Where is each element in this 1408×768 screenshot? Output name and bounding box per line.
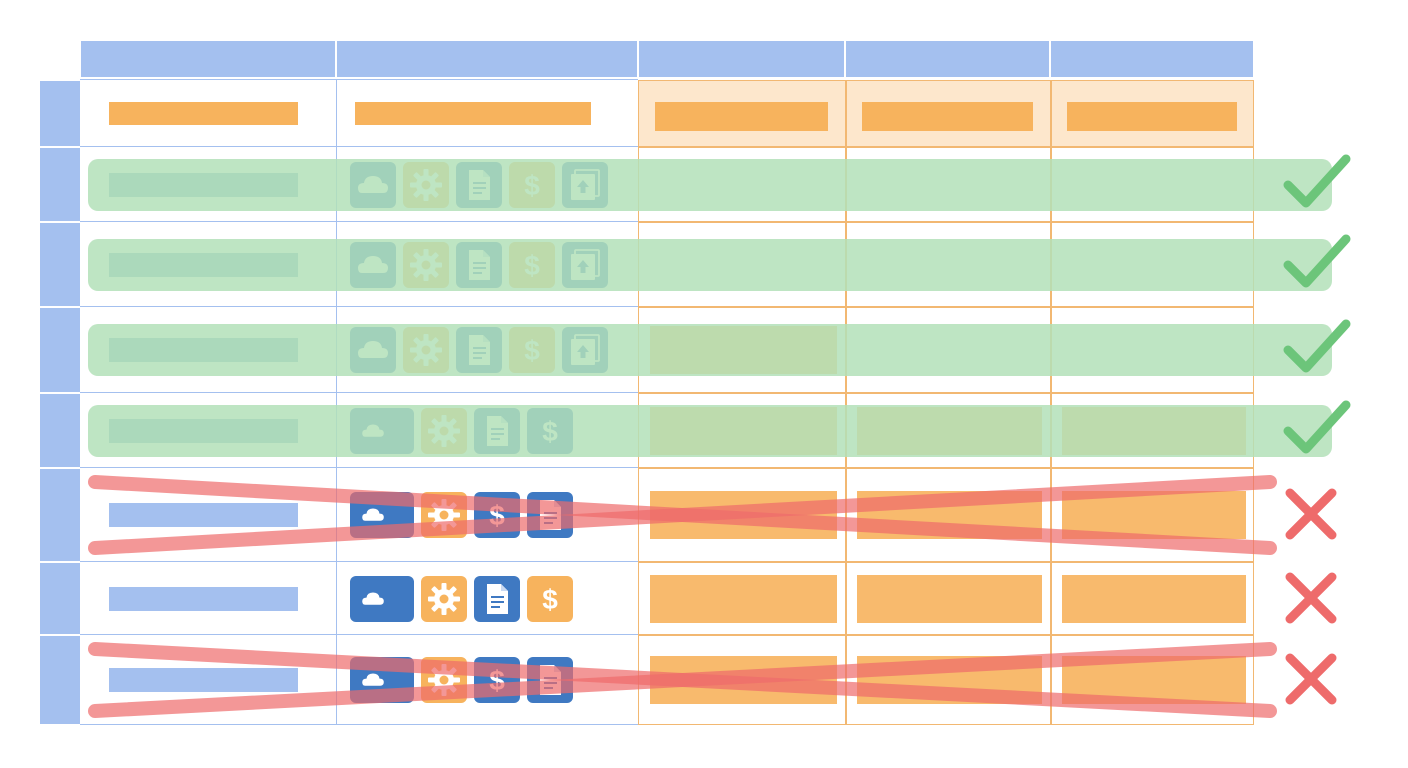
grid-line-horizontal xyxy=(80,561,638,562)
cloud-icon xyxy=(350,492,414,538)
cloud-icon xyxy=(350,657,414,703)
row-label-strip xyxy=(40,308,80,392)
header-cell xyxy=(1051,41,1253,77)
gear-icon xyxy=(421,407,467,454)
header-cell xyxy=(846,41,1049,77)
grid-line-horizontal xyxy=(80,146,638,147)
svg-text:$: $ xyxy=(542,584,558,615)
cross-icon xyxy=(1285,572,1337,623)
header-label-placeholder xyxy=(1067,102,1237,131)
cloud-icon xyxy=(350,575,414,622)
document-icon xyxy=(527,657,573,703)
grid-line-horizontal xyxy=(80,221,638,222)
gear-icon xyxy=(403,241,449,288)
upload-icon xyxy=(562,327,608,373)
highlight-grid-line-horizontal xyxy=(638,146,1254,148)
check-icon xyxy=(1283,234,1351,287)
highlight-grid-line-horizontal xyxy=(638,634,1254,636)
row-label-strip xyxy=(40,81,80,146)
highlight-grid-line-vertical xyxy=(1050,80,1052,725)
cloud-icon xyxy=(350,161,396,208)
row-label-placeholder xyxy=(109,586,298,611)
document-icon xyxy=(456,327,502,373)
svg-text:$: $ xyxy=(524,335,540,366)
document-icon xyxy=(456,241,502,288)
document-icon xyxy=(527,492,573,538)
gear-icon xyxy=(403,161,449,208)
header-label-placeholder xyxy=(655,102,828,131)
highlight-grid-line-horizontal xyxy=(638,306,1254,308)
cross-icon xyxy=(1285,488,1337,540)
dollar-icon: $ xyxy=(474,492,520,538)
grid-line-horizontal xyxy=(80,392,638,393)
highlight-grid-line-horizontal xyxy=(638,561,1254,563)
header-cell xyxy=(81,41,335,77)
header-label-placeholder xyxy=(862,102,1033,131)
document-icon xyxy=(474,407,520,454)
header-cell xyxy=(639,41,844,77)
grid-line-horizontal xyxy=(80,634,638,635)
svg-text:$: $ xyxy=(542,416,558,447)
upload-icon xyxy=(562,241,608,288)
header-label-placeholder xyxy=(109,102,298,125)
highlight-grid-line-horizontal xyxy=(638,221,1254,223)
gear-icon xyxy=(421,575,467,622)
row-label-placeholder xyxy=(109,172,298,197)
gear-icon xyxy=(421,657,467,703)
row-label-placeholder xyxy=(109,252,298,277)
row-label-strip xyxy=(40,148,80,221)
dollar-icon: $ xyxy=(474,657,520,703)
row-label-strip xyxy=(40,636,80,724)
cross-icon xyxy=(1285,653,1337,705)
dollar-icon: $ xyxy=(527,407,573,454)
upload-icon xyxy=(562,161,608,208)
highlighted-columns-frame xyxy=(638,80,1254,725)
check-icon xyxy=(1283,319,1351,373)
check-icon xyxy=(1283,154,1351,207)
svg-text:$: $ xyxy=(489,665,505,696)
dollar-icon: $ xyxy=(509,327,555,373)
svg-text:$: $ xyxy=(524,250,540,281)
svg-text:$: $ xyxy=(489,500,505,531)
row-label-placeholder xyxy=(109,338,298,362)
cloud-icon xyxy=(350,407,414,454)
grid-line-horizontal xyxy=(80,467,638,468)
document-icon xyxy=(456,161,502,208)
svg-text:$: $ xyxy=(524,170,540,201)
header-cell xyxy=(337,41,637,77)
row-label-strip xyxy=(40,394,80,467)
grid-line-horizontal xyxy=(80,724,638,725)
grid-line-horizontal xyxy=(80,306,638,307)
highlight-grid-line-horizontal xyxy=(638,467,1254,469)
dollar-icon: $ xyxy=(509,241,555,288)
grid-line-horizontal xyxy=(80,79,638,80)
cloud-icon xyxy=(350,241,396,288)
document-icon xyxy=(474,575,520,622)
dollar-icon: $ xyxy=(527,575,573,622)
row-label-strip xyxy=(40,469,80,561)
header-label-placeholder xyxy=(355,102,591,125)
row-label-strip xyxy=(40,563,80,634)
row-label-placeholder xyxy=(109,668,298,692)
gear-icon xyxy=(403,327,449,373)
row-label-placeholder xyxy=(109,418,298,443)
highlight-grid-line-vertical xyxy=(845,80,847,725)
highlight-grid-line-horizontal xyxy=(638,392,1254,394)
cloud-icon xyxy=(350,327,396,373)
check-icon xyxy=(1283,400,1351,453)
gear-icon xyxy=(421,492,467,538)
dollar-icon: $ xyxy=(509,161,555,208)
row-label-strip xyxy=(40,223,80,306)
row-label-placeholder xyxy=(109,503,298,527)
grid-line-vertical xyxy=(336,80,337,725)
